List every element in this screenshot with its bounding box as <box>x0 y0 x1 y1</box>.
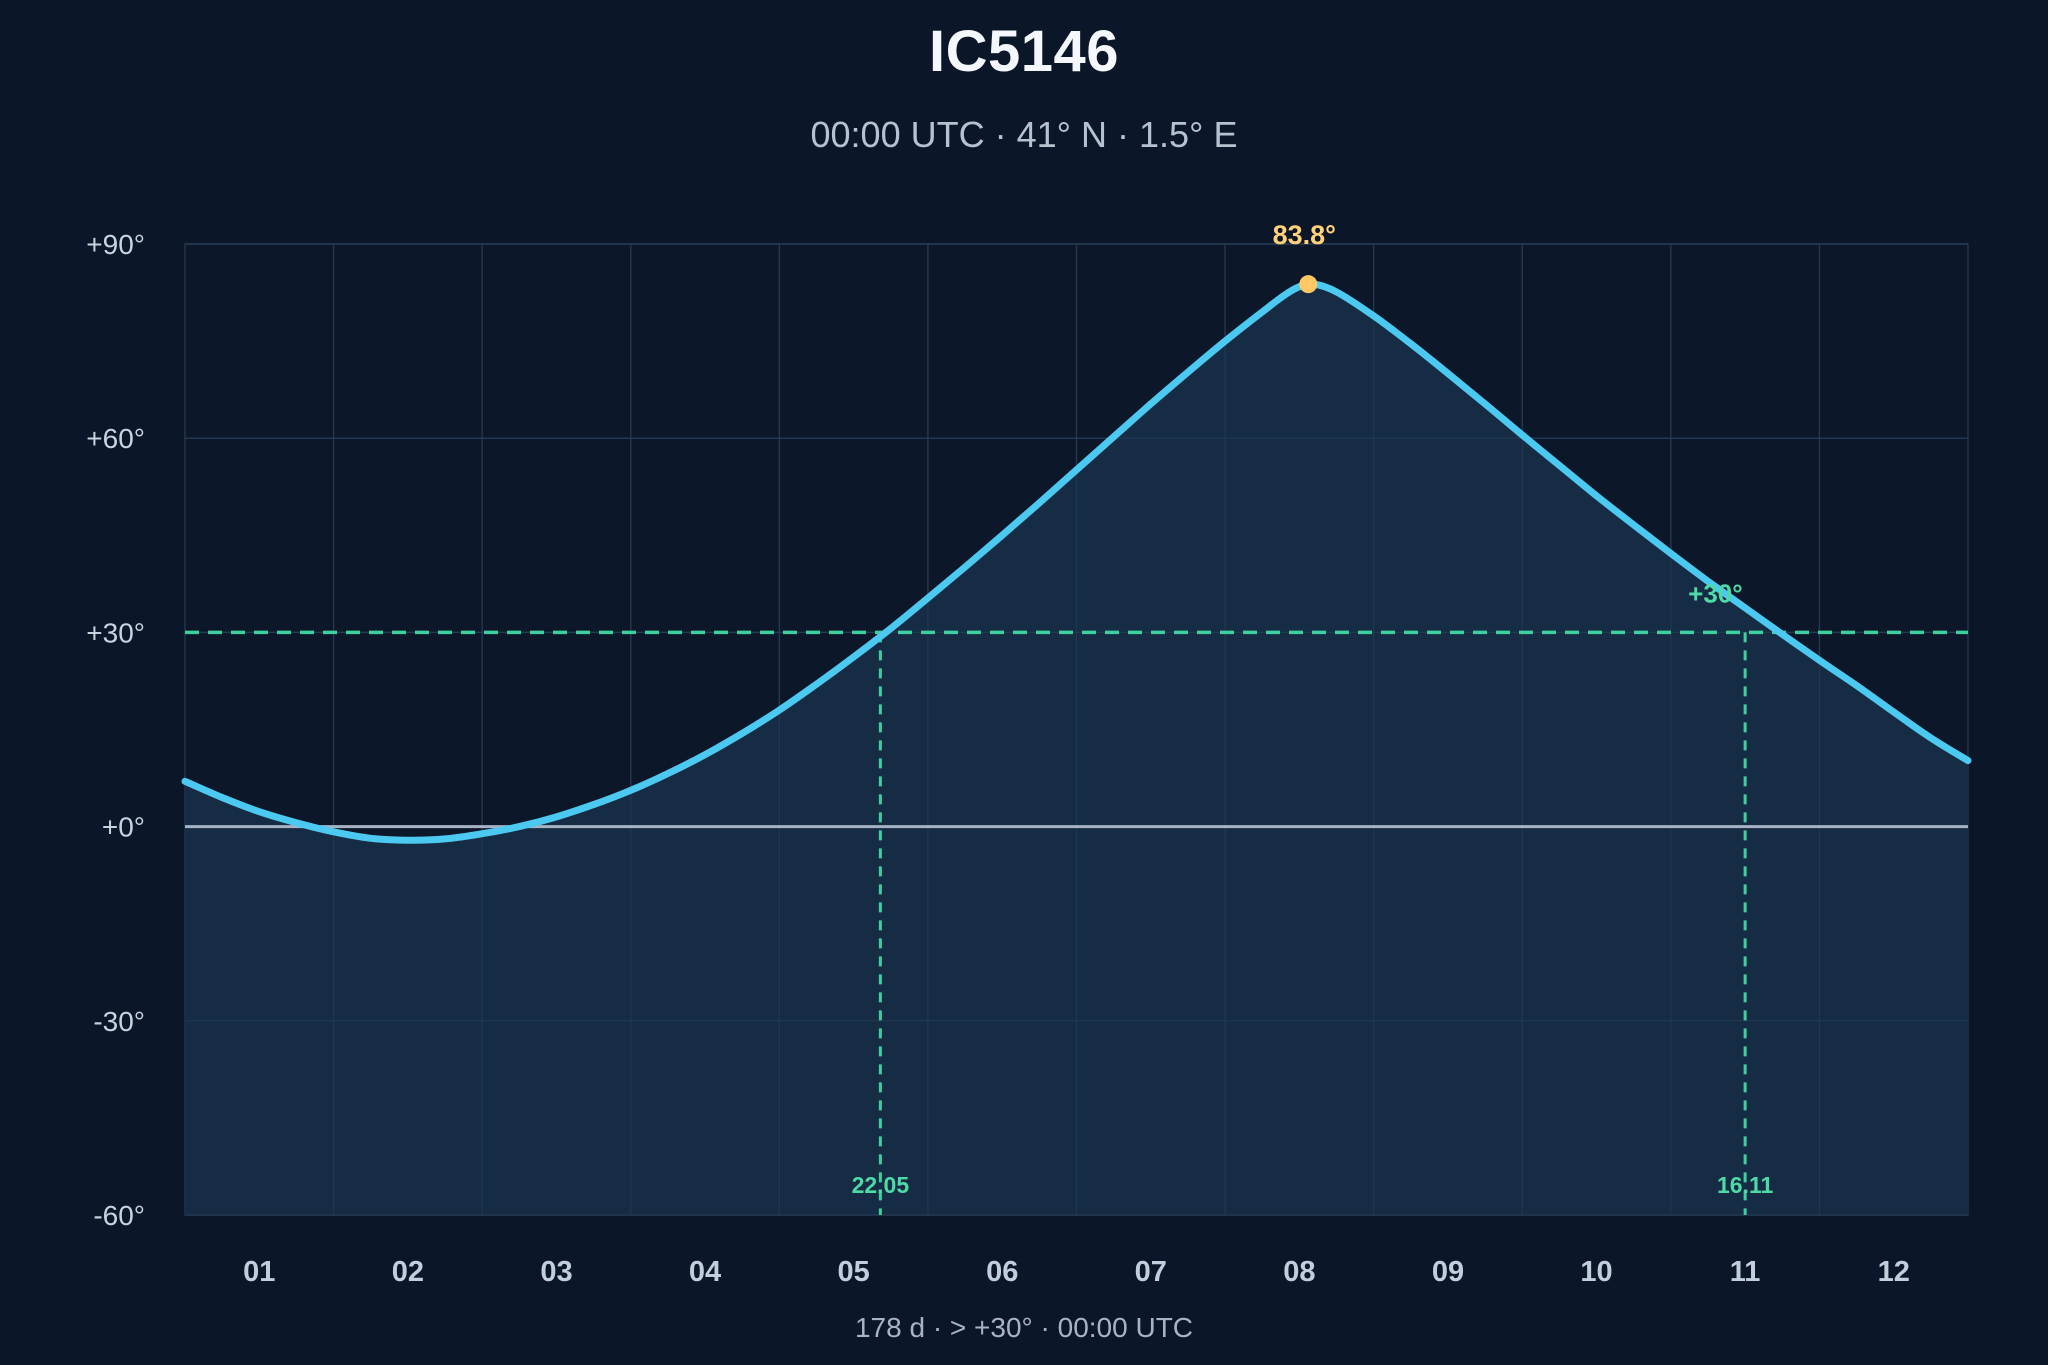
visibility-summary: 178 d · > +30° · 00:00 UTC <box>854 1312 1194 1343</box>
threshold-crossings: 22.05 16.11 <box>852 632 1773 1215</box>
y-tick-label: +30° <box>86 617 145 648</box>
x-tick-label: 06 <box>986 1256 1018 1288</box>
y-tick-label: -60° <box>93 1200 145 1231</box>
x-tick-label: 07 <box>1135 1256 1167 1288</box>
x-tick-label: 08 <box>1283 1256 1315 1288</box>
y-axis-ticks: +90° +60° +30° +0° -30° -60° <box>86 229 145 1231</box>
chart-title: IC5146 <box>928 19 1120 84</box>
peak-marker <box>1299 275 1318 294</box>
x-tick-label: 03 <box>540 1256 572 1288</box>
x-tick-label: 01 <box>243 1256 275 1288</box>
crossing-label: 22.05 <box>852 1172 910 1198</box>
y-tick-label: +0° <box>102 812 145 843</box>
chart-subtitle: 00:00 UTC · 41° N · 1.5° E <box>810 114 1238 155</box>
grid-overlay <box>185 243 1968 1216</box>
x-tick-label: 09 <box>1432 1256 1464 1288</box>
x-axis-ticks: 01 02 03 04 05 06 07 08 09 10 11 12 <box>243 1256 1910 1288</box>
x-tick-label: 11 <box>1730 1256 1761 1288</box>
x-tick-label: 02 <box>392 1256 424 1288</box>
crossing-label: 16.11 <box>1717 1172 1773 1198</box>
y-tick-label: -30° <box>93 1006 145 1037</box>
x-tick-label: 10 <box>1580 1256 1612 1288</box>
x-tick-label: 12 <box>1878 1256 1910 1288</box>
y-tick-label: +90° <box>86 229 145 260</box>
y-tick-label: +60° <box>86 423 145 454</box>
peak-label: 83.8° <box>1273 220 1336 250</box>
altitude-curve <box>181 280 1972 844</box>
x-tick-label: 05 <box>837 1256 869 1288</box>
x-tick-label: 04 <box>689 1256 721 1288</box>
threshold-label: +30° <box>1688 578 1743 608</box>
